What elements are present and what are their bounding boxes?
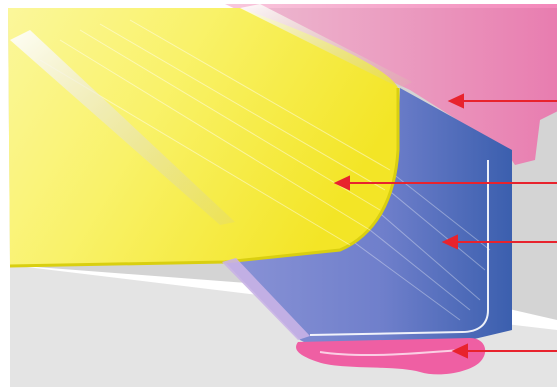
blue-middle-layer — [225, 88, 512, 345]
yellow-top-layer — [8, 8, 398, 266]
pink-base-highlight — [319, 349, 461, 357]
corner-rod — [222, 258, 310, 340]
blue-layer-edge — [309, 160, 489, 336]
pink-top-edge-layer — [225, 4, 557, 165]
pointer-arrows — [333, 93, 557, 359]
pink-base-layer — [296, 338, 486, 375]
edge-rod — [240, 4, 412, 88]
yellow-fibre-texture — [39, 19, 391, 246]
yellow-top-layer-edge — [9, 88, 400, 268]
upper-rod — [10, 30, 235, 225]
